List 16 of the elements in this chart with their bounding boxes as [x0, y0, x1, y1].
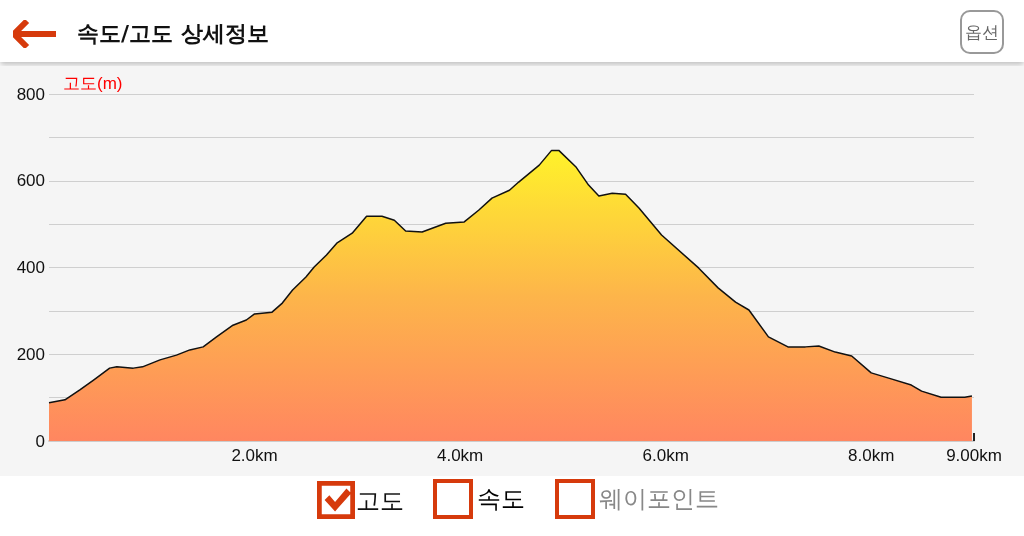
x-tick-label: 9.00km [946, 446, 1002, 465]
text: 웨이포인트 [599, 484, 719, 515]
text: 속도 [477, 484, 525, 515]
options-button: 옵션 [960, 10, 1004, 54]
y-tick-label: 800 [16, 84, 45, 104]
legend-label: 고도 [356, 486, 404, 514]
chart-title: 속도/고도 상세정보 [77, 20, 269, 46]
y-tick-label: 600 [16, 171, 45, 191]
y-tick-label: 200 [16, 344, 45, 364]
x-tick-label: 8.0km [848, 446, 895, 465]
y-tick-label: 0 [35, 431, 45, 451]
x-tick-label: 4.0km [436, 446, 484, 465]
x-tick-label: 2.0km [231, 446, 278, 465]
y-tick-label: 400 [16, 258, 45, 277]
y-axis-title: 고도(m) [63, 74, 123, 93]
x-tick-label: 6.0km [642, 446, 689, 465]
